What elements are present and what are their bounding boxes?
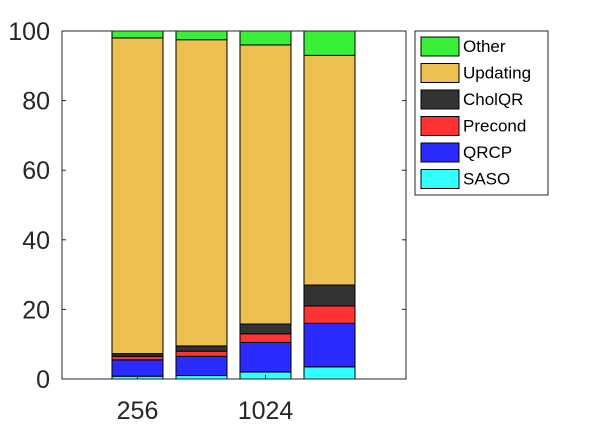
y-tick-label: 60 <box>22 157 50 185</box>
bar-segment-qrcp <box>303 322 356 368</box>
legend-label-other: Other <box>463 37 506 56</box>
legend-swatch-qrcp <box>420 142 460 163</box>
y-tick-label: 100 <box>8 18 50 46</box>
y-tick-label: 0 <box>36 366 50 394</box>
bar-segment-other <box>175 30 228 41</box>
y-tick-label: 20 <box>22 296 50 324</box>
bar-segment-precond <box>303 305 356 324</box>
legend-label-updating: Updating <box>463 64 531 83</box>
x-tick-label: 256 <box>117 397 159 425</box>
bar-segment-precond <box>175 350 228 357</box>
x-axis: 256 1024 <box>117 375 294 425</box>
bar-segment-saso <box>303 366 356 380</box>
bar-segment-cholqr <box>175 345 228 352</box>
legend-label-cholqr: CholQR <box>463 90 523 109</box>
bar-segment-other <box>111 30 164 39</box>
legend-swatch-other <box>420 36 460 57</box>
bar-segment-cholqr <box>303 284 356 307</box>
legend-label-precond: Precond <box>463 117 526 136</box>
bar-segment-updating <box>111 37 164 355</box>
legend-label-saso: SASO <box>463 170 510 189</box>
y-axis: 0 20 40 60 80 100 <box>8 18 406 394</box>
y-tick-label: 40 <box>22 227 50 255</box>
legend-label-qrcp: QRCP <box>463 143 512 162</box>
bar-segment-updating <box>239 44 292 325</box>
bar-segment-qrcp <box>175 355 228 377</box>
bar-segment-precond <box>111 355 164 361</box>
legend-swatch-updating <box>420 63 460 83</box>
legend: Other Updating CholQR Precond QRCP SASO <box>414 30 549 196</box>
legend-swatch-precond <box>420 116 460 136</box>
legend-swatch-cholqr <box>420 89 460 110</box>
bar-segment-precond <box>239 333 292 343</box>
x-tick-label: 1024 <box>238 397 294 425</box>
bar-segment-updating <box>175 39 228 347</box>
bar-segment-qrcp <box>111 359 164 377</box>
bar-segment-updating <box>303 54 356 286</box>
bar-segment-other <box>239 30 292 46</box>
y-tick-label: 80 <box>22 88 50 116</box>
bar-segment-cholqr <box>239 323 292 335</box>
bars-group <box>111 30 356 380</box>
bar-segment-qrcp <box>239 341 292 373</box>
plot-area-frame <box>61 30 407 380</box>
legend-swatch-saso <box>420 169 460 189</box>
bar-segment-other <box>303 30 356 56</box>
bar-segment-saso <box>175 375 228 380</box>
legend-box <box>414 30 549 196</box>
